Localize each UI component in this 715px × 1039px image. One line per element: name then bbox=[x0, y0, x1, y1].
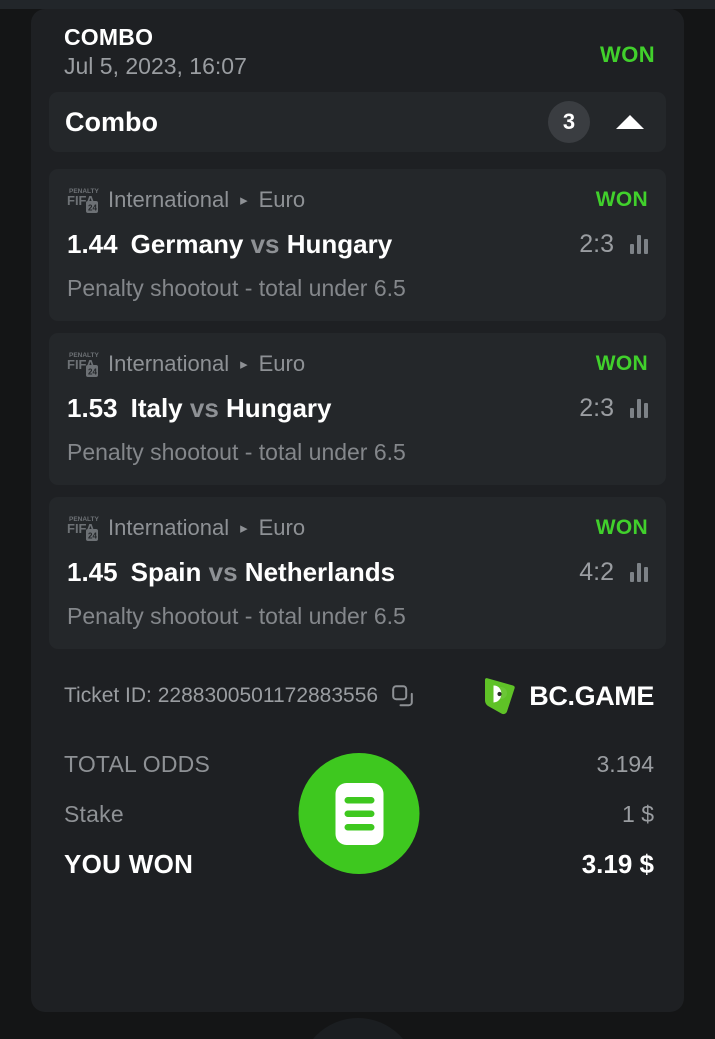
bet-odds: 1.44 bbox=[67, 229, 118, 259]
combo-toggle-bar[interactable]: Combo 3 bbox=[49, 92, 666, 152]
penalty-fifa-24-icon: PENALTY FIFA 24 bbox=[67, 352, 99, 377]
you-won-value: 3.19 $ bbox=[581, 848, 654, 879]
bet-match-group: 1.53 Italy vs Hungary bbox=[67, 393, 332, 424]
ticket-header: COMBO Jul 5, 2023, 16:07 WON bbox=[31, 9, 684, 81]
bet-league-group: PENALTY FIFA 24 International ▸ Euro bbox=[67, 185, 305, 215]
bet-item-header: PENALTY FIFA 24 International ▸ Euro WON bbox=[67, 513, 648, 543]
bet-odds: 1.45 bbox=[67, 557, 118, 587]
bet-status-badge: WON bbox=[595, 352, 648, 375]
bet-away-team: Hungary bbox=[226, 393, 332, 423]
bet-score: 2:3 bbox=[579, 394, 614, 422]
bet-status-badge: WON bbox=[595, 516, 648, 539]
bar-chart-icon[interactable] bbox=[630, 234, 648, 255]
combo-count-badge: 3 bbox=[548, 101, 590, 143]
bc-game-logo-icon bbox=[485, 678, 516, 715]
bet-score-group: 4:2 bbox=[579, 558, 648, 587]
bet-score: 4:2 bbox=[579, 558, 614, 586]
bet-teams: Italy vs Hungary bbox=[131, 393, 332, 424]
svg-text:PENALTY: PENALTY bbox=[69, 516, 99, 523]
bet-league: Euro bbox=[258, 351, 306, 376]
bet-item-match-row: 1.53 Italy vs Hungary 2:3 bbox=[67, 393, 648, 424]
svg-text:24: 24 bbox=[88, 368, 97, 377]
receipt-details-button[interactable] bbox=[298, 753, 420, 874]
breadcrumb-separator-icon: ▸ bbox=[240, 520, 248, 537]
chevron-up-icon[interactable] bbox=[616, 115, 644, 129]
bar-chart-icon[interactable] bbox=[630, 398, 648, 419]
ticket-status-badge: WON bbox=[600, 42, 655, 67]
ticket-id-label: Ticket ID: 2288300501172883556 bbox=[64, 684, 379, 707]
bet-item-header: PENALTY FIFA 24 International ▸ Euro WON bbox=[67, 185, 648, 215]
ticket-date: Jul 5, 2023, 16:07 bbox=[64, 53, 247, 79]
next-ticket-peek bbox=[299, 1018, 417, 1039]
bet-score: 2:3 bbox=[579, 230, 614, 258]
svg-text:PENALTY: PENALTY bbox=[69, 188, 99, 195]
bet-home-team: Germany bbox=[130, 229, 244, 259]
bet-market: Penalty shootout - total under 6.5 bbox=[67, 439, 406, 465]
ticket-type-label: COMBO bbox=[64, 24, 154, 50]
bet-league-group: PENALTY FIFA 24 International ▸ Euro bbox=[67, 349, 305, 379]
receipt-document-icon bbox=[335, 782, 383, 845]
bet-vs-label: vs bbox=[208, 557, 238, 587]
brand-logo: BC.GAME bbox=[483, 677, 654, 715]
bet-match-group: 1.45 Spain vs Netherlands bbox=[67, 557, 395, 588]
bet-item[interactable]: PENALTY FIFA 24 International ▸ Euro WON… bbox=[49, 169, 666, 321]
bet-away-team: Hungary bbox=[286, 229, 393, 259]
ticket-totals: TOTAL ODDS 3.194 Stake 1 $ YOU WON 3.19 … bbox=[64, 739, 654, 889]
bet-teams: Spain vs Netherlands bbox=[131, 557, 395, 588]
bet-item-header: PENALTY FIFA 24 International ▸ Euro WON bbox=[67, 349, 648, 379]
bet-vs-label: vs bbox=[250, 229, 280, 259]
bet-item-match-row: 1.44 Germany vs Hungary 2:3 bbox=[67, 229, 648, 260]
bet-away-team: Netherlands bbox=[244, 557, 396, 587]
bet-ticket-card: COMBO Jul 5, 2023, 16:07 WON Combo 3 PEN… bbox=[31, 9, 684, 1012]
ticket-id-row: Ticket ID: 2288300501172883556 BC.GAME bbox=[64, 677, 654, 715]
bet-market: Penalty shootout - total under 6.5 bbox=[67, 275, 406, 301]
total-odds-row: TOTAL ODDS 3.194 bbox=[64, 739, 654, 789]
breadcrumb-separator-icon: ▸ bbox=[240, 356, 248, 373]
you-won-label: YOU WON bbox=[64, 848, 194, 879]
breadcrumb-separator-icon: ▸ bbox=[240, 192, 248, 209]
combo-title: Combo bbox=[65, 106, 158, 137]
stake-label: Stake bbox=[64, 800, 124, 827]
total-odds-label: TOTAL ODDS bbox=[64, 750, 210, 777]
bet-score-group: 2:3 bbox=[579, 394, 648, 423]
bet-item[interactable]: PENALTY FIFA 24 International ▸ Euro WON… bbox=[49, 333, 666, 485]
bet-list: PENALTY FIFA 24 International ▸ Euro WON… bbox=[49, 169, 666, 649]
bet-home-team: Spain bbox=[130, 557, 202, 587]
combo-bar-right: 3 bbox=[548, 101, 650, 143]
bet-league-group: PENALTY FIFA 24 International ▸ Euro bbox=[67, 513, 305, 543]
bet-category: International bbox=[108, 351, 230, 376]
top-status-strip bbox=[0, 0, 715, 9]
stake-value: 1 $ bbox=[622, 800, 654, 827]
bet-home-team: Italy bbox=[130, 393, 183, 423]
brand-name: BC.GAME bbox=[529, 680, 654, 711]
bet-teams: Germany vs Hungary bbox=[131, 229, 393, 260]
svg-text:PENALTY: PENALTY bbox=[69, 352, 99, 359]
bet-league: Euro bbox=[258, 187, 306, 212]
svg-text:24: 24 bbox=[88, 532, 97, 541]
ticket-id-group: Ticket ID: 2288300501172883556 bbox=[64, 684, 414, 708]
bet-item[interactable]: PENALTY FIFA 24 International ▸ Euro WON… bbox=[49, 497, 666, 649]
bet-category: International bbox=[108, 187, 230, 212]
svg-text:24: 24 bbox=[88, 204, 97, 213]
stake-row: Stake 1 $ bbox=[64, 789, 654, 839]
total-odds-value: 3.194 bbox=[596, 750, 654, 777]
bet-score-group: 2:3 bbox=[579, 230, 648, 259]
bet-odds: 1.53 bbox=[67, 393, 118, 423]
bet-category: International bbox=[108, 515, 230, 540]
bar-chart-icon[interactable] bbox=[630, 562, 648, 583]
penalty-fifa-24-icon: PENALTY FIFA 24 bbox=[67, 516, 99, 541]
bet-market: Penalty shootout - total under 6.5 bbox=[67, 603, 406, 629]
bet-league: Euro bbox=[258, 515, 306, 540]
bet-match-group: 1.44 Germany vs Hungary bbox=[67, 229, 392, 260]
copy-icon[interactable] bbox=[392, 685, 414, 707]
ticket-header-left: COMBO Jul 5, 2023, 16:07 bbox=[64, 23, 247, 81]
bet-item-match-row: 1.45 Spain vs Netherlands 4:2 bbox=[67, 557, 648, 588]
bet-vs-label: vs bbox=[189, 393, 219, 423]
bet-status-badge: WON bbox=[595, 188, 648, 211]
you-won-row: YOU WON 3.19 $ bbox=[64, 839, 654, 889]
penalty-fifa-24-icon: PENALTY FIFA 24 bbox=[67, 188, 99, 213]
